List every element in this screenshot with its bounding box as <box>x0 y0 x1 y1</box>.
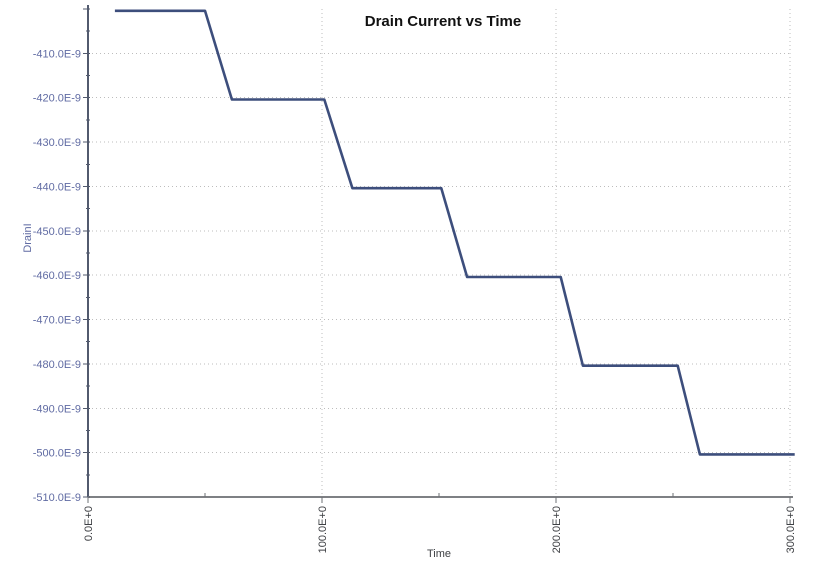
y-tick-label: -410.0E-9 <box>33 48 81 60</box>
y-tick-label: -460.0E-9 <box>33 270 81 282</box>
gridlines <box>88 9 791 497</box>
x-tick-label: 200.0E+0 <box>551 506 563 553</box>
y-tick-label: -500.0E-9 <box>33 448 81 460</box>
y-tick-label: -480.0E-9 <box>33 359 81 371</box>
y-tick-label: -510.0E-9 <box>33 492 81 504</box>
axis-ticks <box>83 8 791 503</box>
chart-title: Drain Current vs Time <box>365 13 521 30</box>
y-tick-label: -470.0E-9 <box>33 315 81 327</box>
x-tick-label: 0.0E+0 <box>83 506 95 541</box>
y-tick-label: -420.0E-9 <box>33 93 81 105</box>
x-axis-title: Time <box>427 548 451 560</box>
drain-current-line <box>114 9 795 456</box>
y-tick-label: -430.0E-9 <box>33 137 81 149</box>
x-tick-label: 100.0E+0 <box>317 506 329 553</box>
y-tick-label: -490.0E-9 <box>33 403 81 415</box>
tick-labels: -410.0E-9 -420.0E-9 -430.0E-9 -440.0E-9 -450… <box>33 48 797 553</box>
y-tick-label: -440.0E-9 <box>33 181 81 193</box>
data-series <box>114 9 795 456</box>
y-tick-label: -450.0E-9 <box>33 226 81 238</box>
x-tick-label: 300.0E+0 <box>785 506 797 553</box>
y-axis-title: DrainI <box>22 223 34 252</box>
